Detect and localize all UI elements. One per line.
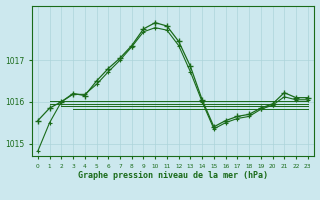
X-axis label: Graphe pression niveau de la mer (hPa): Graphe pression niveau de la mer (hPa) <box>78 171 268 180</box>
